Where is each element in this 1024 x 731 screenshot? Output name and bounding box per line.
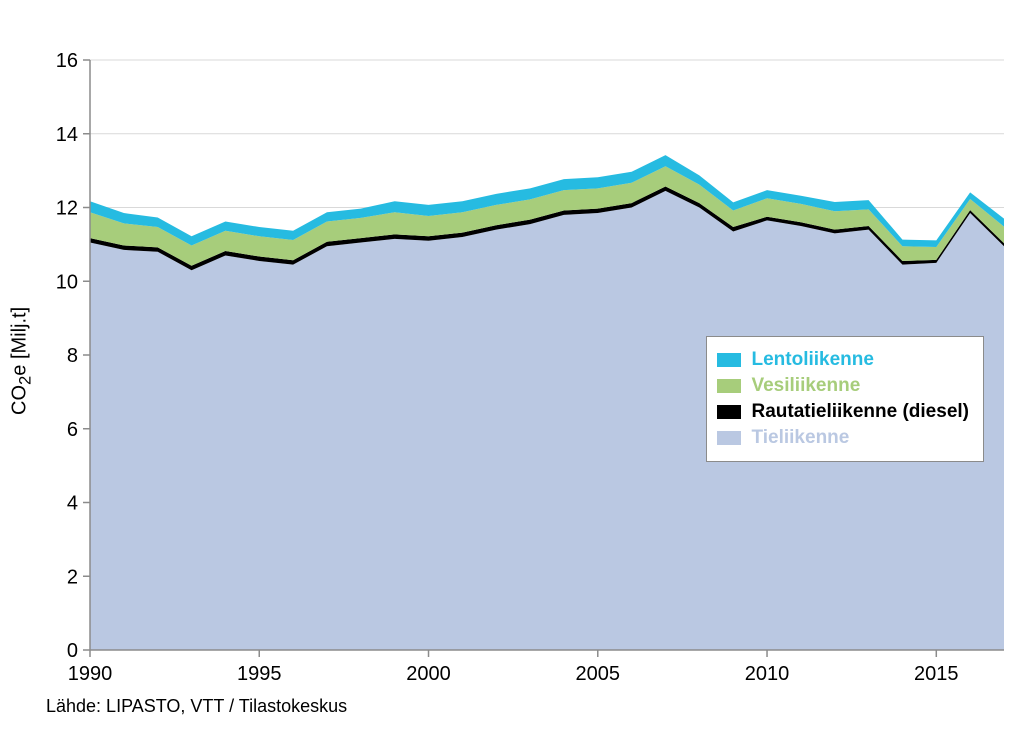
legend-swatch [717,379,741,393]
legend-item-lentoliikenne: Lentoliikenne [717,349,969,371]
svg-text:1995: 1995 [237,663,282,685]
legend: Lentoliikenne Vesiliikenne Rautatieliikenn… [706,336,984,462]
svg-text:14: 14 [56,124,78,146]
svg-text:16: 16 [56,50,78,72]
svg-text:10: 10 [56,271,78,293]
legend-swatch [717,353,741,367]
svg-text:12: 12 [56,198,78,220]
svg-text:1990: 1990 [68,663,113,685]
svg-text:2010: 2010 [745,663,790,685]
y-axis-label: CO2e [Milj.t] [9,307,36,415]
svg-text:2000: 2000 [406,663,451,685]
svg-text:2015: 2015 [914,663,959,685]
source-text: Lähde: LIPASTO, VTT / Tilastokeskus [46,696,347,717]
legend-label: Vesiliikenne [751,375,860,397]
legend-item-tieliikenne: Tieliikenne [717,427,969,449]
legend-label: Lentoliikenne [751,349,873,371]
legend-item-rautatieliikenne: Rautatieliikenne (diesel) [717,401,969,423]
svg-text:2005: 2005 [576,663,621,685]
svg-text:6: 6 [67,419,78,441]
svg-text:0: 0 [67,640,78,662]
svg-text:2: 2 [67,566,78,588]
chart-container: Liikenteen kasvihuonekaasupäästöt (CO2e)… [0,0,1024,731]
legend-swatch [717,405,741,419]
svg-text:8: 8 [67,345,78,367]
legend-label: Tieliikenne [751,427,849,449]
legend-item-vesiliikenne: Vesiliikenne [717,375,969,397]
svg-text:4: 4 [67,493,78,515]
legend-label: Rautatieliikenne (diesel) [751,401,969,423]
legend-swatch [717,431,741,445]
